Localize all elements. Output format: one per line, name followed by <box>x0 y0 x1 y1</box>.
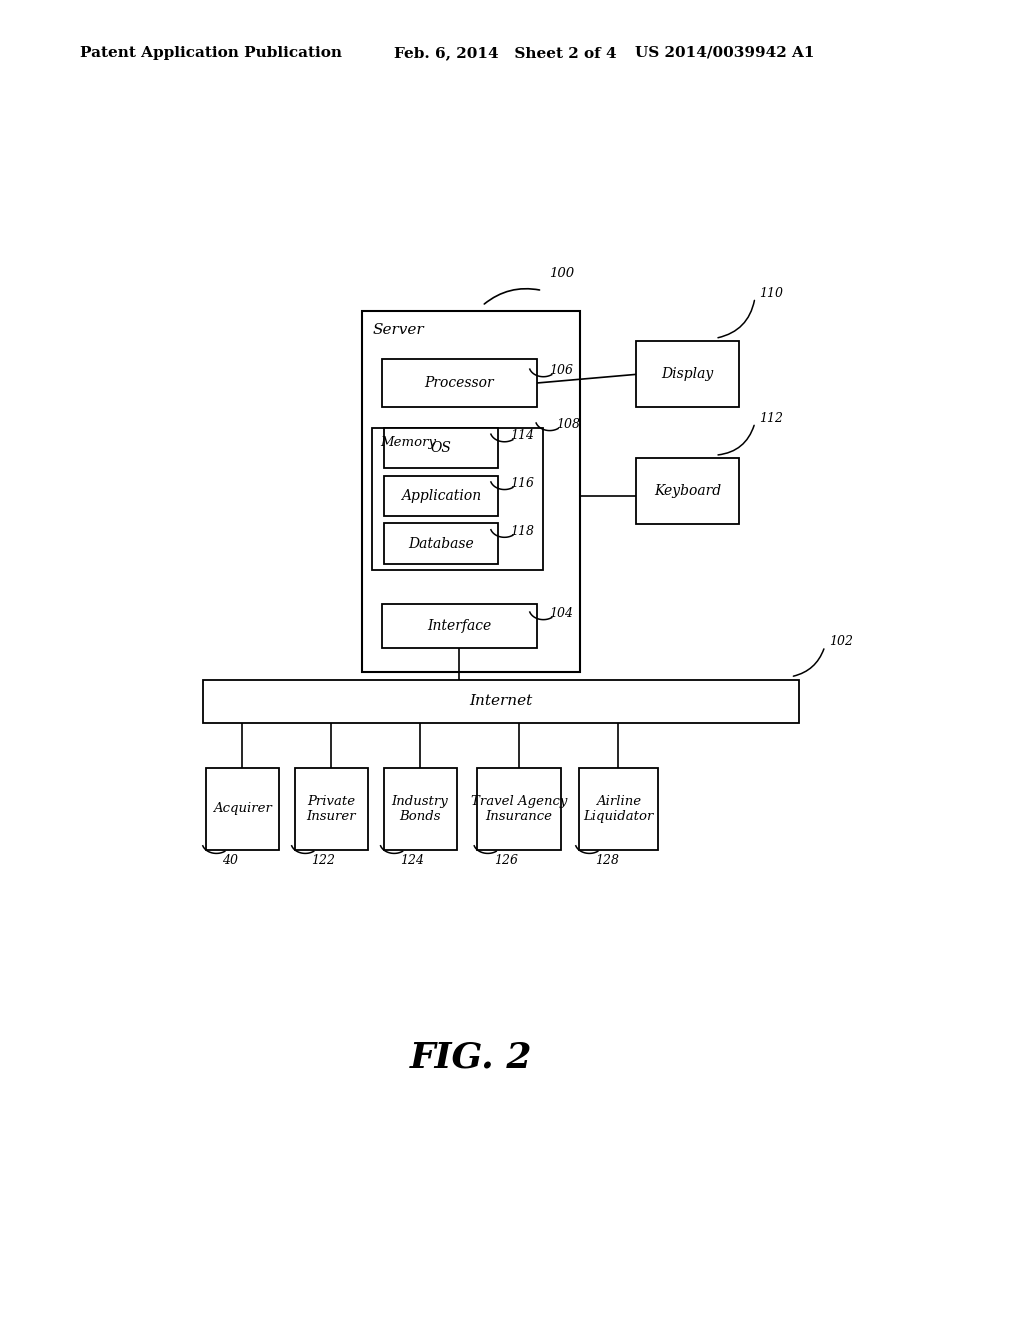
Text: Internet: Internet <box>469 694 532 708</box>
Text: Acquirer: Acquirer <box>213 803 271 816</box>
Bar <box>384 523 498 564</box>
Bar <box>636 342 739 408</box>
Text: 114: 114 <box>511 429 535 442</box>
Text: 104: 104 <box>550 607 573 620</box>
Bar <box>384 428 498 469</box>
Text: 126: 126 <box>494 854 518 867</box>
Text: Processor: Processor <box>425 376 495 389</box>
Text: 106: 106 <box>550 364 573 378</box>
Bar <box>384 475 498 516</box>
Text: Keyboard: Keyboard <box>654 484 721 498</box>
Text: Application: Application <box>401 488 481 503</box>
Text: 122: 122 <box>311 854 335 867</box>
Text: 40: 40 <box>222 854 239 867</box>
Text: Interface: Interface <box>427 619 492 634</box>
Bar <box>295 768 368 850</box>
Text: 108: 108 <box>556 418 580 430</box>
Bar <box>373 428 543 570</box>
Text: Private
Insurer: Private Insurer <box>306 795 356 822</box>
Bar <box>636 458 739 524</box>
Text: 116: 116 <box>511 477 535 490</box>
Text: Display: Display <box>662 367 714 381</box>
Bar <box>382 603 537 648</box>
Bar <box>382 359 537 408</box>
Text: Memory: Memory <box>380 436 436 449</box>
Text: 118: 118 <box>511 524 535 537</box>
Text: 128: 128 <box>595 854 620 867</box>
Text: Feb. 6, 2014   Sheet 2 of 4: Feb. 6, 2014 Sheet 2 of 4 <box>394 46 616 59</box>
Text: 112: 112 <box>759 412 783 425</box>
Text: Patent Application Publication: Patent Application Publication <box>80 46 342 59</box>
Bar <box>204 680 799 722</box>
Text: Database: Database <box>409 537 474 550</box>
Text: Airline
Liquidator: Airline Liquidator <box>584 795 653 822</box>
Text: Server: Server <box>373 323 424 337</box>
Text: Travel Agency
Insurance: Travel Agency Insurance <box>471 795 567 822</box>
Text: Industry
Bonds: Industry Bonds <box>391 795 449 822</box>
Text: 102: 102 <box>828 635 853 648</box>
Text: US 2014/0039942 A1: US 2014/0039942 A1 <box>635 46 814 59</box>
Bar <box>384 768 457 850</box>
Text: 100: 100 <box>549 268 573 280</box>
Bar <box>206 768 279 850</box>
Text: OS: OS <box>431 441 452 455</box>
Bar <box>362 312 581 672</box>
Text: 124: 124 <box>400 854 424 867</box>
Bar <box>477 768 560 850</box>
Text: FIG. 2: FIG. 2 <box>410 1041 532 1074</box>
Text: 110: 110 <box>759 286 783 300</box>
Bar <box>579 768 658 850</box>
